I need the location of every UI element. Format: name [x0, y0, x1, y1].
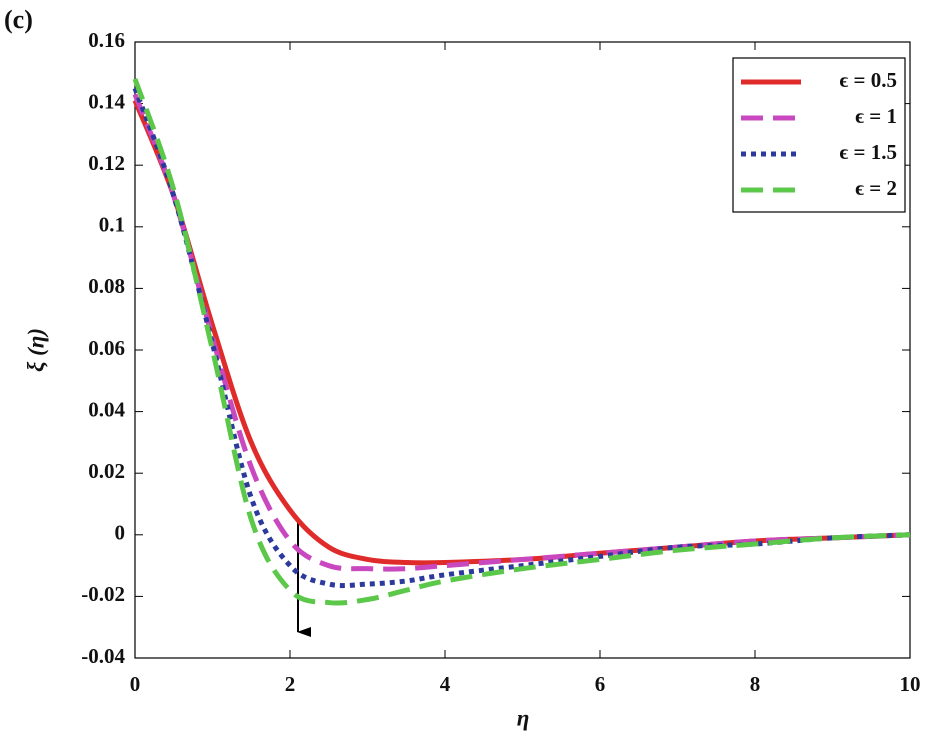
series-line [132, 78, 911, 606]
legend-label: ϵ = 1.5 [839, 140, 897, 164]
series-line [132, 99, 911, 566]
y-tick-label: 0.02 [88, 459, 125, 483]
x-tick-label: 8 [750, 672, 761, 696]
y-tick-label: 0.1 [99, 213, 125, 237]
y-tick-label: 0.08 [88, 274, 125, 298]
y-tick-label: 0.14 [88, 89, 125, 113]
y-tick-label: 0.04 [88, 397, 125, 421]
legend-label: ϵ = 0.5 [839, 68, 897, 92]
y-tick-label: -0.02 [81, 582, 125, 606]
panel-label: (c) [4, 5, 33, 34]
x-tick-label: 4 [440, 672, 451, 696]
x-tick-label: 6 [595, 672, 606, 696]
x-tick-label: 0 [130, 672, 141, 696]
x-tick-label: 10 [900, 672, 921, 696]
legend-label: ϵ = 1 [855, 104, 897, 128]
series-line [132, 93, 911, 572]
y-tick-label: 0.16 [88, 28, 125, 52]
y-tick-label: -0.04 [81, 644, 125, 668]
y-axis-label: ξ (η) [23, 328, 48, 372]
x-axis-label: η [517, 705, 530, 730]
y-tick-label: 0.12 [88, 151, 125, 175]
legend-label: ϵ = 2 [855, 176, 897, 200]
y-tick-label: 0 [115, 521, 126, 545]
x-tick-label: 2 [285, 672, 296, 696]
y-tick-label: 0.06 [88, 336, 125, 360]
